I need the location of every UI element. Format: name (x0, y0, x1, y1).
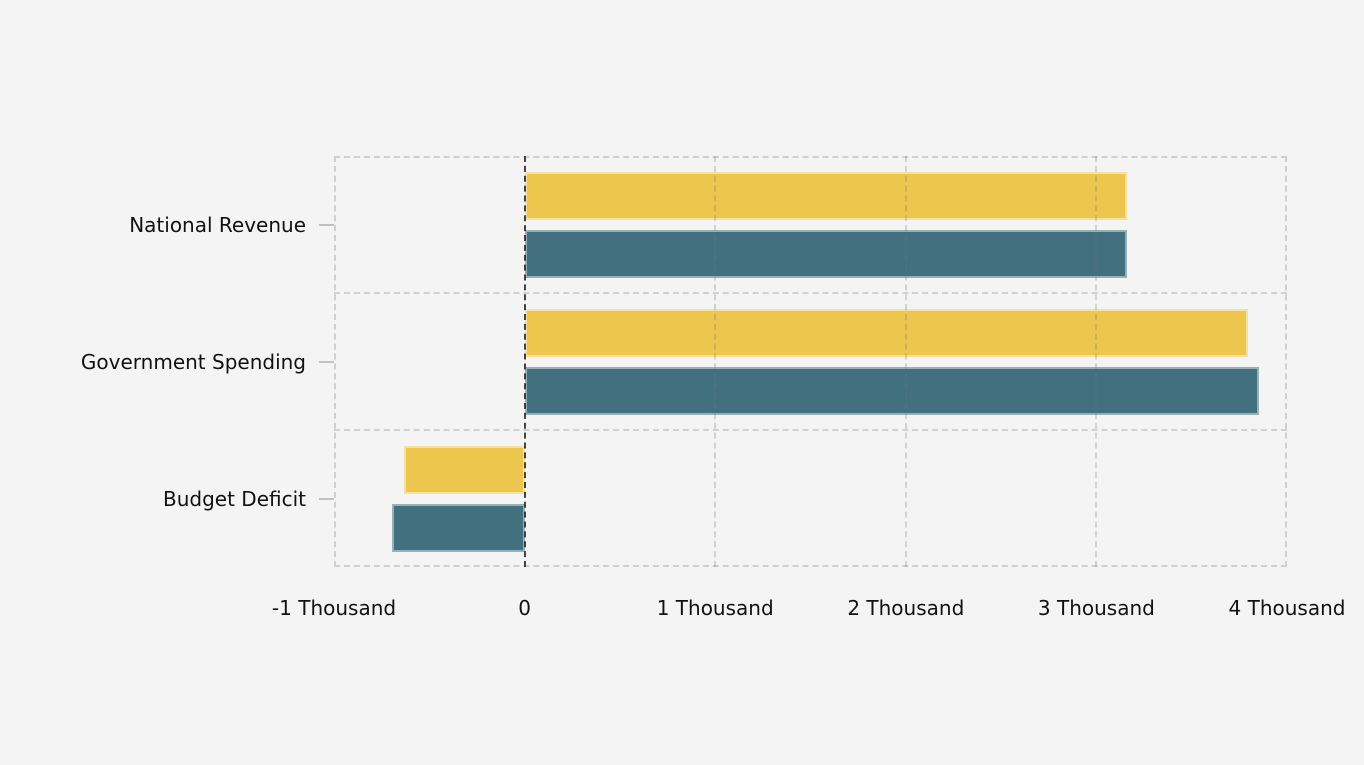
bar-government-spending-yellow (524, 308, 1248, 357)
bar-national-revenue-yellow (524, 171, 1127, 220)
category-label: Government Spending (80, 349, 306, 374)
bar-national-revenue-teal (524, 229, 1127, 278)
y-tick-mark (319, 497, 334, 500)
zero-gridline (523, 156, 526, 567)
vertical-gridline (1095, 156, 1098, 567)
x-tick-label: 4 Thousand (1228, 596, 1346, 620)
y-tick-mark (319, 360, 334, 363)
y-tick-mark (319, 223, 334, 226)
horizontal-gridline (334, 292, 1287, 294)
category-label: Budget Deficit (163, 486, 306, 511)
bar-government-spending-teal (524, 366, 1260, 415)
x-tick-label: 1 Thousand (656, 596, 774, 620)
x-tick-label: 3 Thousand (1037, 596, 1155, 620)
vertical-gridline (904, 156, 907, 567)
bar-budget-deficit-teal (392, 503, 525, 552)
x-tick-label: 2 Thousand (847, 596, 965, 620)
x-tick-label: -1 Thousand (271, 596, 397, 620)
bar-budget-deficit-yellow (403, 445, 525, 494)
category-label: National Revenue (129, 212, 306, 237)
horizontal-gridline (334, 429, 1287, 431)
plot-area (334, 156, 1287, 567)
x-tick-label: 0 (518, 596, 531, 620)
vertical-gridline (714, 156, 717, 567)
